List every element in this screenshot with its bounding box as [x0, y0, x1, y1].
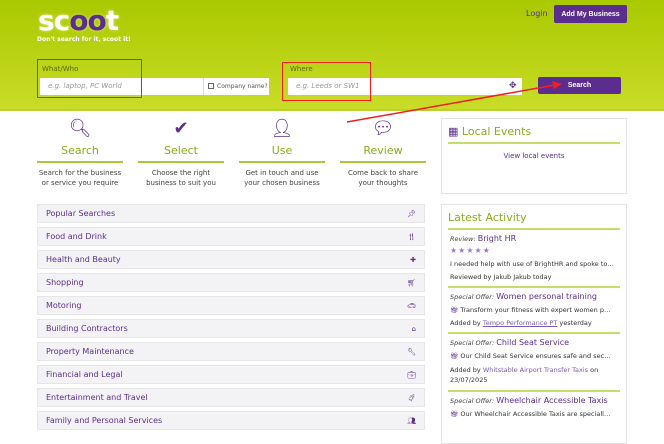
category-label: Entertainment and Travel: [46, 393, 148, 402]
latest-activity-panel: Latest Activity Review: Bright HR ★★★★★ …: [441, 204, 627, 444]
activity-review[interactable]: Review: Bright HR ★★★★★ I needed help wi…: [448, 230, 620, 288]
checkbox-icon: [208, 83, 214, 89]
category-label: Shopping: [46, 278, 84, 287]
what-input[interactable]: e.g. laptop, PC World: [40, 78, 203, 95]
step-review: 💬︎ Review Come back to share your though…: [340, 118, 426, 188]
gift-icon: 🎁︎: [450, 306, 459, 314]
step-use: 👤︎ Use Get in touch and use your chosen …: [239, 118, 325, 188]
wrench-icon: 🔧︎: [407, 348, 416, 356]
category-label: Health and Beauty: [46, 255, 121, 264]
category-financial-and-legal[interactable]: Financial and Legal 💼︎: [37, 365, 425, 384]
category-label: Financial and Legal: [46, 370, 123, 379]
home-icon: ⌂︎: [411, 325, 416, 333]
category-label: Property Maintenance: [46, 347, 134, 356]
activity-title[interactable]: Child Seat Service: [496, 338, 570, 347]
category-label: Food and Drink: [46, 232, 107, 241]
activity-kind: Review:: [450, 235, 476, 243]
activity-offer[interactable]: Special Offer: Women personal training 🎁…: [448, 288, 620, 334]
category-entertainment-and-travel[interactable]: Entertainment and Travel 🧳︎: [37, 388, 425, 407]
category-food-and-drink[interactable]: Food and Drink 🍴︎: [37, 227, 425, 246]
header: scoot Don't search for it, scoot it! Log…: [0, 0, 664, 111]
step-title: Search: [37, 144, 123, 163]
category-label: Motoring: [46, 301, 82, 310]
briefcase-icon: 💼︎: [407, 371, 416, 379]
search-icon: 🔍︎: [68, 118, 92, 139]
user-icon: 👤︎: [270, 118, 294, 139]
activity-offer[interactable]: Special Offer: Child Seat Service 🎁︎ Our…: [448, 334, 620, 392]
annotation-box: [282, 62, 371, 101]
annotation-box: [37, 59, 142, 98]
activity-title[interactable]: Bright HR: [477, 234, 517, 243]
activity-kind: Special Offer:: [450, 339, 495, 347]
local-events-title: Local Events: [461, 125, 532, 138]
activity-text: I needed help with use of BrightHR and s…: [450, 260, 614, 268]
tagline: Don't search for it, scoot it!: [37, 36, 131, 43]
activity-title[interactable]: Wheelchair Accessible Taxis: [496, 396, 608, 405]
activity-title[interactable]: Women personal training: [496, 292, 597, 301]
scoot-logo[interactable]: scoot: [38, 4, 119, 37]
business-link[interactable]: Tempo Performance PT: [482, 319, 558, 327]
activity-text: Our Child Seat Service ensures safe and …: [460, 352, 614, 360]
category-family-and-personal-services[interactable]: Family and Personal Services 👥︎: [37, 411, 425, 430]
category-label: Family and Personal Services: [46, 416, 163, 425]
added-by: Added by: [450, 319, 481, 327]
category-health-and-beauty[interactable]: Health and Beauty ✚︎: [37, 250, 425, 269]
what-label: What/Who: [42, 65, 79, 73]
activity-by: Reviewed by Jakub Jakub today: [450, 273, 552, 281]
medkit-icon: ✚︎: [410, 256, 416, 264]
cart-icon: 🛒︎: [407, 279, 416, 287]
category-label: Popular Searches: [46, 209, 116, 218]
activity-kind: Special Offer:: [450, 293, 495, 301]
activity-kind: Special Offer:: [450, 397, 495, 405]
business-link[interactable]: Whitstable Airport Transfer Taxis: [482, 366, 589, 374]
activity-offer[interactable]: Special Offer: Wheelchair Accessible Tax…: [448, 392, 620, 423]
company-name-label: Company name?: [217, 83, 268, 90]
annotation-arrow: [346, 81, 562, 123]
category-popular-searches[interactable]: Popular Searches 📌︎: [37, 204, 425, 223]
where-label: Where: [290, 65, 313, 73]
activity-text: Our Wheelchair Accessible Taxis are spec…: [460, 410, 614, 418]
comments-icon: 💬︎: [371, 118, 395, 139]
search-button[interactable]: Search: [538, 77, 621, 94]
login-link[interactable]: Login: [526, 9, 548, 18]
category-building-contractors[interactable]: Building Contractors ⌂︎: [37, 319, 425, 338]
step-title: Review: [340, 144, 426, 163]
gift-icon: 🎁︎: [450, 410, 459, 418]
local-events-panel: ▦ Local Events View local events: [441, 118, 627, 194]
locate-icon[interactable]: ✥: [509, 81, 517, 91]
company-name-checkbox[interactable]: Company name?: [203, 78, 269, 95]
view-local-events-link[interactable]: View local events: [503, 152, 565, 160]
activity-when: yesterday: [559, 319, 592, 327]
step-select: ✔ Select Choose the right business to su…: [138, 118, 224, 188]
cutlery-icon: 🍴︎: [407, 233, 416, 241]
step-desc: Come back to share your thoughts: [347, 169, 419, 187]
where-input[interactable]: e.g. Leeds or SW1: [288, 78, 522, 95]
activity-text: Transform your fitness with expert women…: [460, 306, 614, 314]
gift-icon: 🎁︎: [450, 352, 459, 360]
step-desc: Search for the business or service you r…: [38, 169, 122, 187]
users-icon: 👥︎: [407, 417, 416, 425]
step-title: Use: [239, 144, 325, 163]
category-property-maintenance[interactable]: Property Maintenance 🔧︎: [37, 342, 425, 361]
category-motoring[interactable]: Motoring 🚗︎: [37, 296, 425, 315]
suitcase-icon: 🧳︎: [407, 394, 416, 402]
latest-activity-title: Latest Activity: [448, 211, 527, 224]
calendar-icon: ▦: [448, 125, 459, 138]
added-by: Added by: [450, 366, 481, 374]
category-label: Building Contractors: [46, 324, 128, 333]
check-icon: ✔: [173, 118, 189, 139]
category-shopping[interactable]: Shopping 🛒︎: [37, 273, 425, 292]
step-title: Select: [138, 144, 224, 163]
car-icon: 🚗︎: [407, 302, 416, 310]
pin-icon: 📌︎: [407, 210, 416, 218]
step-desc: Choose the right business to suit you: [146, 169, 216, 187]
step-search: 🔍︎ Search Search for the business or ser…: [37, 118, 123, 188]
step-desc: Get in touch and use your chosen busines…: [244, 169, 320, 187]
add-business-button[interactable]: Add My Business: [554, 5, 627, 23]
star-rating: ★★★★★: [450, 246, 491, 255]
